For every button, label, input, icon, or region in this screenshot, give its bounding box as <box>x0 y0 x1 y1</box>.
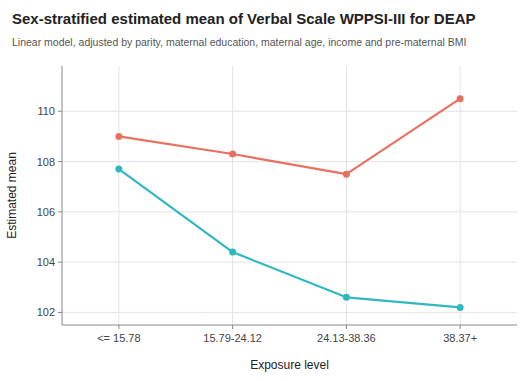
x-tick <box>118 325 119 329</box>
y-tick <box>58 111 62 112</box>
y-grid-line <box>62 211 517 212</box>
y-tick <box>58 262 62 263</box>
series-point <box>457 95 464 102</box>
x-tick <box>460 325 461 329</box>
x-tick-label: 38.37+ <box>443 332 477 344</box>
x-tick <box>232 325 233 329</box>
y-tick-label: 104 <box>37 256 55 268</box>
y-tick-label: 108 <box>37 156 55 168</box>
series-point <box>457 304 464 311</box>
series-line <box>119 99 460 174</box>
y-tick <box>58 161 62 162</box>
series-group <box>115 95 463 311</box>
y-tick-label: 102 <box>37 306 55 318</box>
series-point <box>229 151 236 158</box>
x-grid-line <box>118 66 119 325</box>
x-axis-label: Exposure level <box>250 358 329 372</box>
y-tick <box>58 211 62 212</box>
y-grid-line <box>62 312 517 313</box>
x-tick <box>346 325 347 329</box>
series-point <box>343 171 350 178</box>
y-axis-label: Estimated mean <box>5 152 19 239</box>
grid <box>62 66 517 325</box>
y-grid-line <box>62 111 517 112</box>
y-axis-line <box>62 66 63 325</box>
y-tick-label: 110 <box>37 105 55 117</box>
x-grid-line <box>460 66 461 325</box>
series-point <box>229 249 236 256</box>
series-line <box>119 169 460 307</box>
y-tick-label: 106 <box>37 206 55 218</box>
x-grid-line <box>232 66 233 325</box>
series-point <box>343 294 350 301</box>
y-tick <box>58 312 62 313</box>
y-grid-line <box>62 161 517 162</box>
series-point <box>115 166 122 173</box>
x-tick-label: 15.79-24.12 <box>203 332 262 344</box>
title: Sex-stratified estimated mean of Verbal … <box>12 10 475 27</box>
subtitle: Linear model, adjusted by parity, matern… <box>12 36 466 48</box>
x-tick-label: <= 15.78 <box>97 332 140 344</box>
chart: Sex-stratified estimated mean of Verbal … <box>0 0 531 381</box>
x-grid-line <box>346 66 347 325</box>
y-grid-line <box>62 262 517 263</box>
x-axis-line <box>62 325 517 326</box>
series-point <box>115 133 122 140</box>
x-tick-label: 24.13-38.36 <box>317 332 376 344</box>
